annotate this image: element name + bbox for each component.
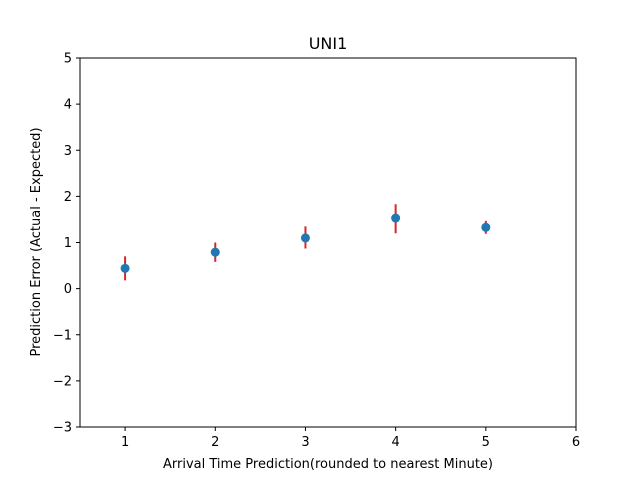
x-axis-ticks: 1 2 3 4 5 6 [121,427,580,450]
x-axis-label: Arrival Time Prediction(rounded to neare… [163,457,493,472]
data-point [210,247,220,257]
x-tick-label: 2 [211,435,219,450]
y-tick-label: 2 [64,190,72,205]
x-tick-label: 6 [572,435,580,450]
data-point [481,222,491,232]
y-tick-label: 4 [64,98,72,113]
x-tick-label: 4 [391,435,399,450]
data-points [120,213,491,273]
data-point [300,233,310,243]
y-tick-label: −1 [53,328,72,343]
y-tick-label: 3 [64,144,72,159]
x-tick-label: 5 [482,435,490,450]
y-tick-label: −3 [53,421,72,436]
y-tick-label: −2 [53,374,72,389]
y-tick-label: 1 [64,236,72,251]
y-tick-label: 0 [64,282,72,297]
y-axis-ticks: −3 −2 −1 0 1 2 3 4 5 [53,52,80,436]
plot-frame [79,57,577,428]
data-point [391,213,401,223]
data-point [120,263,130,273]
x-tick-label: 3 [301,435,309,450]
x-tick-label: 1 [121,435,129,450]
chart-title: UNI1 [309,34,348,53]
y-tick-label: 5 [64,52,72,67]
y-axis-label: Prediction Error (Actual - Expected) [29,127,44,356]
